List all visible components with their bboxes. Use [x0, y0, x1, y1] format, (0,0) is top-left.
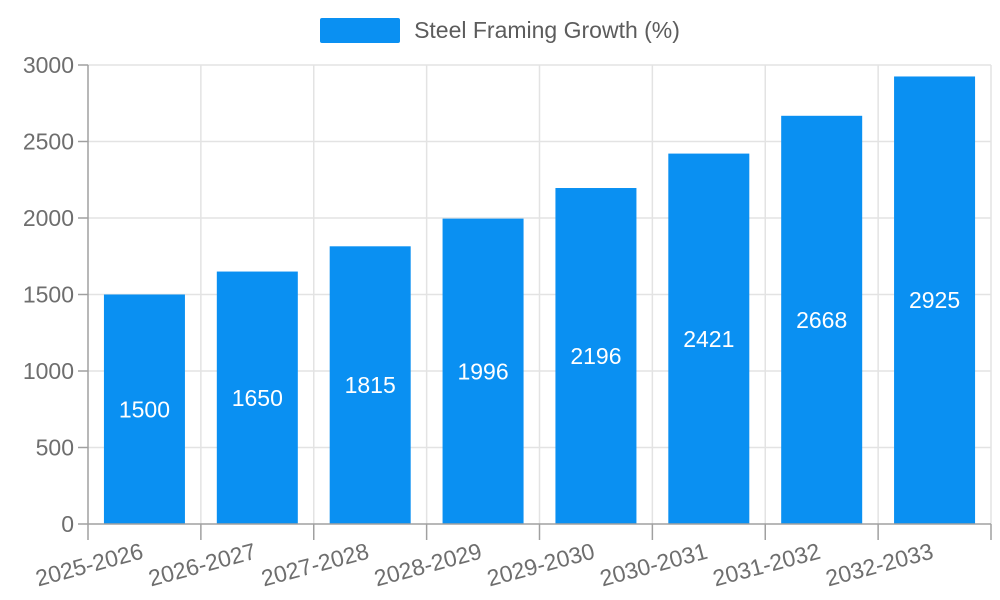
- legend-label: Steel Framing Growth (%): [414, 17, 680, 43]
- bar-value-label: 1650: [232, 385, 283, 411]
- bar: [894, 76, 976, 524]
- x-tick-label: 2026-2027: [146, 538, 259, 592]
- x-tick-label: 2031-2032: [710, 538, 823, 592]
- x-tick-label: 2029-2030: [484, 538, 597, 592]
- bar: [668, 153, 750, 524]
- bar-value-label: 2925: [909, 287, 960, 313]
- bar-value-label: 1500: [119, 396, 170, 422]
- legend-item[interactable]: Steel Framing Growth (%): [0, 18, 1000, 43]
- x-tick-label: 2027-2028: [259, 538, 372, 592]
- bar: [781, 115, 863, 525]
- legend-swatch: [320, 18, 401, 43]
- bar: [216, 271, 298, 524]
- y-tick-label: 1000: [23, 358, 74, 384]
- bar-value-label: 2668: [796, 307, 847, 333]
- y-tick-label: 500: [36, 435, 74, 461]
- bar: [103, 294, 185, 524]
- bar-value-label: 2421: [683, 326, 734, 352]
- y-tick-label: 0: [61, 511, 74, 537]
- y-tick-label: 2000: [23, 205, 74, 231]
- x-tick-label: 2028-2029: [371, 538, 484, 592]
- bar-value-label: 1815: [345, 372, 396, 398]
- bar-value-label: 2196: [570, 343, 621, 369]
- x-tick-label: 2030-2031: [597, 538, 710, 592]
- bar: [329, 246, 411, 524]
- y-tick-label: 3000: [23, 52, 74, 78]
- y-tick-label: 1500: [23, 282, 74, 308]
- bar: [555, 188, 637, 524]
- x-tick-label: 2032-2033: [823, 538, 936, 592]
- bar-value-label: 1996: [457, 358, 508, 384]
- x-tick-label: 2025-2026: [33, 538, 146, 592]
- bar: [442, 218, 524, 524]
- y-tick-label: 2500: [23, 129, 74, 155]
